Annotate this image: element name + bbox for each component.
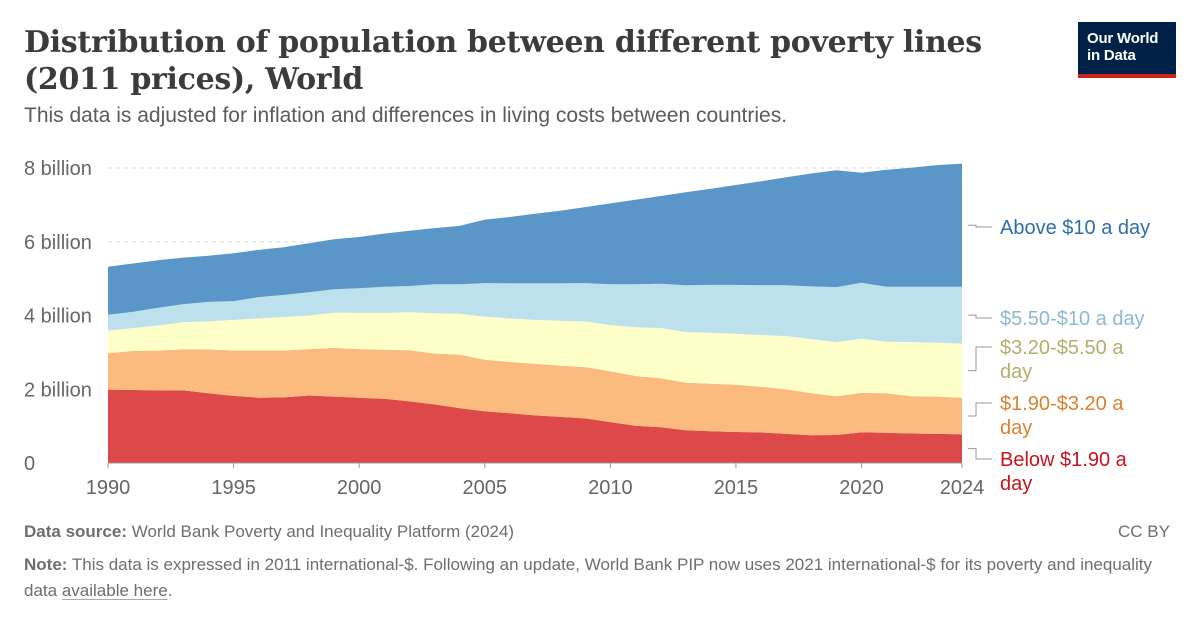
- y-tick-label: 0: [24, 453, 35, 475]
- series-label[interactable]: $5.50-$10 a day: [1000, 308, 1145, 330]
- area--1-90-3-20-a-day[interactable]: [108, 347, 962, 436]
- license-link[interactable]: CC BY: [1118, 522, 1170, 541]
- series-label-line: Below $1.90 a: [1000, 449, 1128, 471]
- logo-line-1: Our World: [1087, 30, 1159, 47]
- series-label-line: day: [1000, 361, 1032, 383]
- series-label-line: $3.20-$5.50 a: [1000, 337, 1124, 359]
- axes: 0 2 billion 4 billion 6 billion 8 billion 199…: [24, 158, 984, 499]
- area-below-1-90-a-day[interactable]: [108, 389, 962, 463]
- note-end: .: [167, 581, 173, 600]
- series-label[interactable]: Below $1.90 a day: [1000, 449, 1128, 495]
- y-tick-label: 4 billion: [24, 306, 92, 328]
- series-label[interactable]: $3.20-$5.50 a day: [1000, 337, 1124, 383]
- y-tick-label: 2 billion: [24, 379, 92, 401]
- data-source: Data source: World Bank Poverty and Ineq…: [24, 522, 514, 542]
- series-label-line: day: [1000, 417, 1032, 439]
- x-tick-label: 2024: [940, 477, 985, 499]
- area--5-50-10-a-day[interactable]: [108, 282, 962, 344]
- footer-note: Note: This data is expressed in 2011 int…: [24, 552, 1164, 604]
- note-label: Note:: [24, 555, 68, 574]
- logo-line-2: in Data: [1087, 47, 1136, 64]
- x-tick-label: 2015: [714, 477, 759, 499]
- series-label-line: day: [1000, 473, 1032, 495]
- label-connector: [968, 448, 992, 460]
- label-connector: [968, 314, 992, 319]
- area-series: [108, 163, 962, 463]
- series-label[interactable]: $1.90-$3.20 a day: [1000, 393, 1124, 439]
- source-label: Data source:: [24, 522, 127, 541]
- note-text: This data is expressed in 2011 internati…: [24, 555, 1153, 600]
- x-tick-label: 1995: [211, 477, 256, 499]
- chart-title: Distribution of population between diffe…: [24, 25, 982, 97]
- x-tick-label: 2000: [337, 477, 382, 499]
- x-tick-label: 2010: [588, 477, 633, 499]
- x-tick-label: 1990: [86, 477, 131, 499]
- series-label-line: $1.90-$3.20 a: [1000, 393, 1124, 415]
- label-connector: [968, 346, 992, 372]
- owid-logo[interactable]: Our World in Data: [1078, 22, 1176, 78]
- source-text[interactable]: World Bank Poverty and Inequality Platfo…: [131, 522, 515, 541]
- series-label[interactable]: Above $10 a day: [1000, 217, 1150, 239]
- y-tick-label: 6 billion: [24, 232, 92, 254]
- label-connector: [968, 402, 992, 417]
- x-tick-label: 2020: [839, 477, 884, 499]
- area--3-20-5-50-a-day[interactable]: [108, 312, 962, 398]
- series-label-line: Above $10 a day: [1000, 217, 1150, 239]
- available-here-link[interactable]: available here: [61, 581, 168, 600]
- series-label-line: $5.50-$10 a day: [1000, 308, 1145, 330]
- y-tick-label: 8 billion: [24, 158, 92, 180]
- area-above-10-a-day[interactable]: [108, 163, 962, 315]
- label-connector: [968, 224, 992, 228]
- series-labels: Above $10 a day $5.50-$10 a day $3.20-$5.5…: [968, 217, 1150, 495]
- x-tick-label: 2005: [463, 477, 508, 499]
- chart-subtitle: This data is adjusted for inflation and …: [24, 104, 788, 127]
